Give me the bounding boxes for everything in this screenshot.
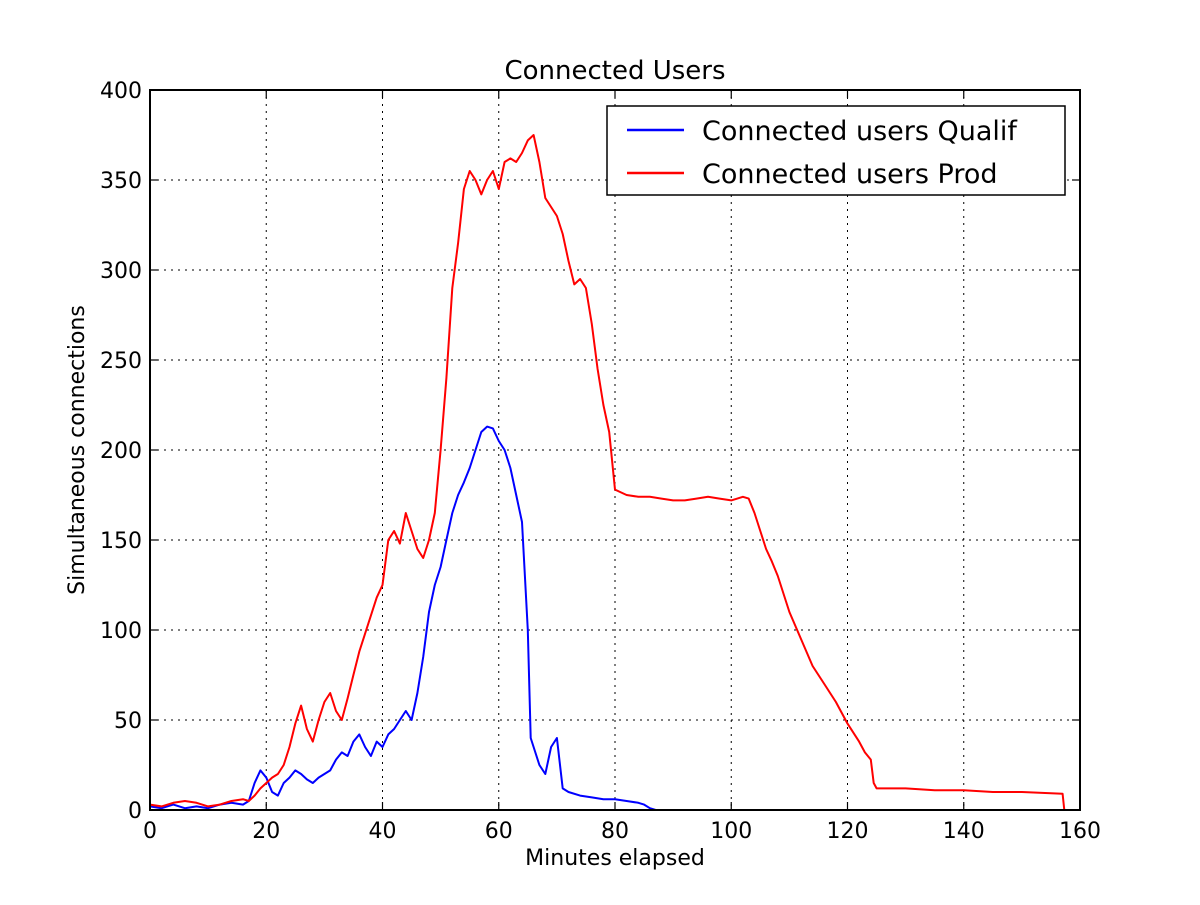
series-line-prod <box>149 134 1066 811</box>
x-tick-label: 20 <box>252 819 280 844</box>
y-tick-label: 400 <box>100 79 142 104</box>
y-tick-label: 300 <box>100 259 142 284</box>
y-tick-label: 250 <box>100 349 142 374</box>
x-tick-label: 100 <box>710 819 752 844</box>
x-tick-label: 160 <box>1059 819 1101 844</box>
y-tick-label: 50 <box>114 709 142 734</box>
series-lines <box>149 134 1066 811</box>
y-tick-label: 100 <box>100 619 142 644</box>
legend-box <box>606 105 1066 196</box>
y-tick-label: 350 <box>100 169 142 194</box>
y-tick-label: 150 <box>100 529 142 554</box>
x-tick-label: 80 <box>601 819 629 844</box>
x-tick-label: 40 <box>369 819 397 844</box>
x-axis-label: Minutes elapsed <box>525 846 705 871</box>
y-tick-label: 0 <box>128 799 142 824</box>
y-tick-label: 200 <box>100 439 142 464</box>
x-tick-label: 60 <box>485 819 513 844</box>
chart-title: Connected Users <box>504 56 725 86</box>
x-tick-label: 120 <box>827 819 869 844</box>
axis-ticks <box>149 89 1081 811</box>
legend-label-prod: Connected users Prod <box>702 159 997 190</box>
y-axis-label: Simultaneous connections <box>65 305 90 595</box>
axis-tick-labels: 0 20 40 60 80 100 120 140 160 0 50 100 150 200 250 300 3… <box>100 79 1101 844</box>
x-tick-label: 0 <box>143 819 157 844</box>
x-tick-label: 140 <box>943 819 985 844</box>
legend: Connected users Qualif Connected users P… <box>606 105 1066 196</box>
legend-label-qualif: Connected users Qualif <box>702 116 1018 147</box>
